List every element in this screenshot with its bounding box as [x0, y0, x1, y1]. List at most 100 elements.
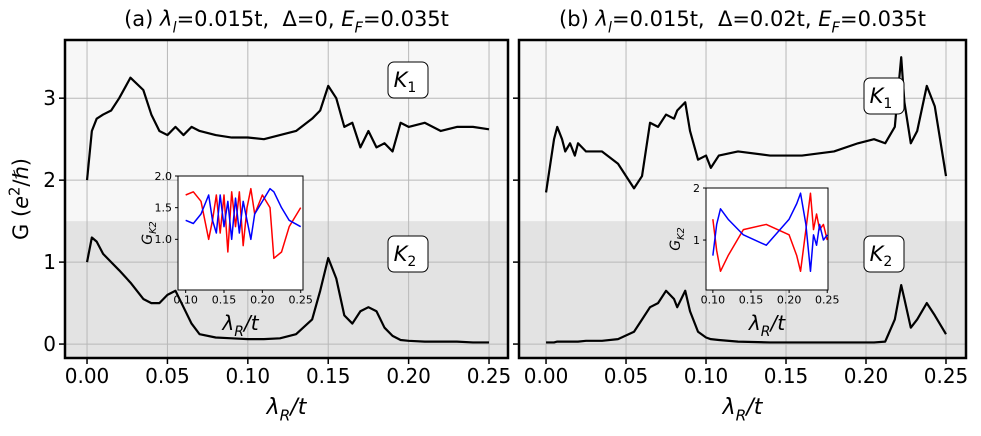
annotation-main: K: [870, 84, 886, 108]
x-tick-label: 0.20: [844, 364, 889, 388]
frame: [705, 187, 829, 291]
y-axis-label-part: 2: [7, 187, 24, 196]
x-tick-label: 0.25: [815, 293, 840, 306]
line: [85, 76, 490, 181]
chart-title: (a) λl=0.015t, Δ=0, EF=0.035t: [124, 7, 449, 36]
x-tick-label: 0.10: [684, 364, 729, 388]
frame: [177, 175, 304, 291]
x-axis-label-part: R: [234, 324, 244, 340]
y-axis-label-part: e: [9, 196, 33, 209]
y-tick-label: 2: [43, 168, 56, 192]
x-axis-label: λR/t: [722, 395, 764, 425]
x-tick-label: 0.15: [764, 364, 809, 388]
x-tick-label: 0.05: [145, 364, 190, 388]
x-axis-label-part: λ: [748, 311, 761, 335]
annotation-main: K: [394, 242, 410, 266]
y-axis-label: GK2: [140, 221, 159, 245]
y-axis-label-part: K2: [676, 227, 687, 240]
y-tick-label: 1.5: [155, 202, 173, 215]
x-axis-label: λR/t: [266, 395, 308, 425]
y-axis-label-part: G: [140, 234, 156, 245]
y-axis-label-part: G: [668, 240, 684, 251]
frame: [63, 38, 510, 360]
chart-title-part: λ: [159, 7, 172, 31]
x-axis-label-part: R: [736, 407, 747, 425]
x-axis-label-part: /t: [744, 395, 763, 420]
line: [712, 192, 828, 273]
annotation-box: [387, 235, 429, 273]
chart-title-part: λ: [594, 7, 607, 31]
y-tick-label: 3: [43, 86, 56, 110]
y-axis-label-part: K2: [148, 221, 159, 234]
x-tick-label: 0.05: [604, 364, 649, 388]
x-tick-label: 0.20: [250, 293, 275, 306]
y-tick-label: 1.0: [155, 233, 173, 246]
chart-title-part: =0.015t, Δ=0.02t,: [612, 7, 818, 31]
x-tick-label: 0.25: [924, 364, 969, 388]
chart-title: (b) λl=0.015t, Δ=0.02t, EF=0.035t: [559, 7, 926, 36]
chart-title-part: (a): [124, 7, 160, 31]
y-axis-label: G (e2/ℏ): [7, 158, 33, 240]
annotation: K2: [870, 242, 893, 270]
chart-title-part: F: [832, 19, 841, 36]
x-axis-label-part: R: [761, 324, 771, 340]
x-tick-label: 0.25: [288, 293, 313, 306]
line: [546, 283, 947, 344]
y-tick-label: 2: [693, 182, 700, 195]
annotation-sub: 1: [883, 96, 892, 112]
y-axis-label-part: /ℏ): [9, 158, 33, 187]
x-tick-label: 0.10: [701, 293, 726, 306]
x-tick-label: 0.00: [524, 364, 569, 388]
y-axis-label-part: G (: [9, 209, 33, 240]
annotation: K2: [394, 242, 417, 270]
x-axis-label-part: λ: [722, 395, 736, 420]
annotation-main: K: [394, 68, 410, 92]
annotation-sub: 2: [883, 254, 892, 270]
chart-title-part: F: [355, 19, 364, 36]
y-axis-label: GK2: [668, 227, 687, 251]
x-axis-label: λR/t: [221, 311, 259, 340]
y-tick-label: 2.0: [155, 170, 173, 183]
x-axis-label-part: /t: [768, 311, 786, 335]
y-tick-label: 1: [43, 250, 56, 274]
x-axis-label-part: λ: [221, 311, 234, 335]
annotation-box: [863, 235, 905, 273]
annotation-box: [387, 61, 429, 99]
x-tick-label: 0.15: [739, 293, 764, 306]
y-tick-label: 1: [693, 234, 700, 247]
x-axis-label-part: /t: [242, 311, 260, 335]
x-tick-label: 0.10: [226, 364, 271, 388]
annotation: K1: [394, 68, 417, 96]
x-tick-label: 0.25: [467, 364, 512, 388]
chart-title-part: =0.035t: [363, 7, 449, 31]
frame: [517, 38, 968, 360]
chart-title-part: (b): [559, 7, 595, 31]
x-tick-label: 0.15: [306, 364, 351, 388]
line: [85, 236, 490, 344]
line: [185, 187, 302, 241]
annotation-box: [863, 77, 905, 115]
chart-title-part: E: [818, 7, 832, 31]
x-tick-label: 0.20: [386, 364, 431, 388]
y-tick-label: 0: [43, 332, 56, 356]
inset-background: [178, 176, 303, 290]
line: [712, 192, 828, 273]
annotation: K1: [870, 84, 893, 112]
chart-title-part: l: [608, 19, 613, 36]
x-tick-label: 0.00: [65, 364, 110, 388]
x-axis-label-part: R: [280, 407, 291, 425]
x-tick-label: 0.20: [777, 293, 802, 306]
x-tick-label: 0.15: [212, 293, 237, 306]
x-axis-label-part: /t: [288, 395, 307, 420]
x-axis-label: λR/t: [748, 311, 786, 340]
annotation-sub: 2: [407, 254, 416, 270]
chart-title-part: =0.015t, Δ=0,: [177, 7, 342, 31]
annotation-sub: 1: [407, 80, 416, 96]
chart-title-part: l: [172, 19, 177, 36]
chart-title-part: =0.035t: [840, 7, 926, 31]
x-axis-label-part: λ: [266, 395, 280, 420]
annotation-main: K: [870, 242, 886, 266]
x-tick-label: 0.10: [173, 293, 198, 306]
chart-title-part: E: [341, 7, 355, 31]
